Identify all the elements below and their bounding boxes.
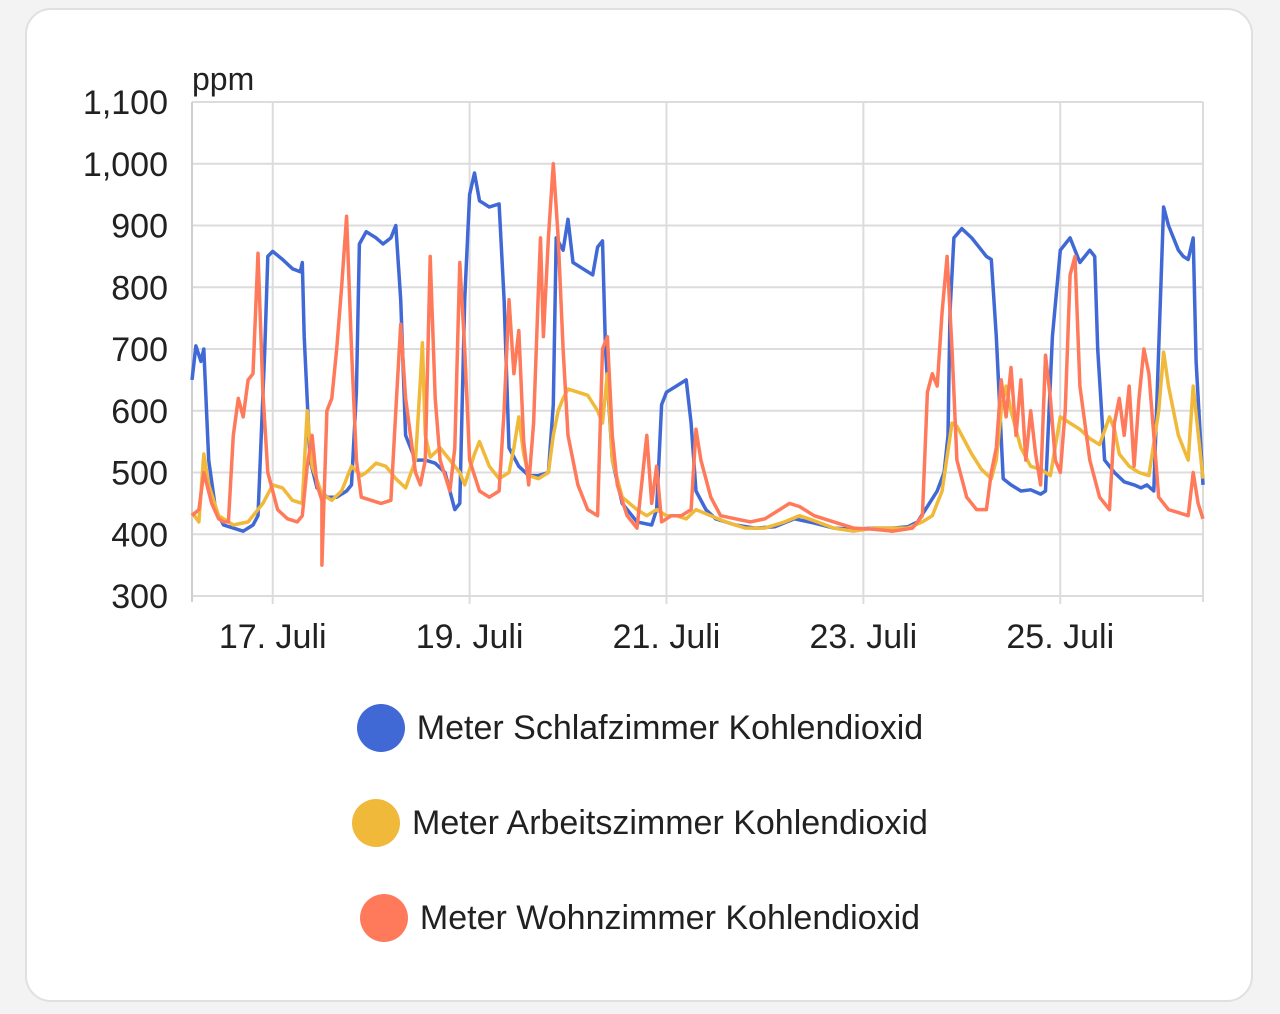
y-tick-label: 600: [111, 393, 168, 431]
y-tick-label: 800: [111, 269, 168, 307]
y-tick-label: 500: [111, 455, 168, 493]
y-tick-label: 400: [111, 516, 168, 554]
y-tick-label: 900: [111, 208, 168, 246]
history-graph: 300 400 500 600 700 800 900 1,000 1,100 17. Juli 1…: [83, 61, 1205, 656]
legend-item-wohnzimmer[interactable]: Meter Wohnzimmer Kohlendioxid: [0, 886, 1280, 950]
series-color-dot: [359, 894, 408, 942]
y-axis-unit: ppm: [192, 61, 254, 97]
x-tick-label: 17. Juli: [219, 618, 327, 656]
series-line-2: [190, 162, 1205, 567]
series-line-0: [190, 171, 1205, 533]
legend-item-arbeitszimmer[interactable]: Meter Arbeitszimmer Kohlendioxid: [0, 791, 1280, 855]
y-tick-label: 1,100: [83, 84, 168, 122]
series-color-dot: [352, 799, 401, 847]
y-tick-label: 700: [111, 331, 168, 369]
x-tick-label: 23. Juli: [810, 618, 918, 656]
legend-label: Meter Arbeitszimmer Kohlendioxid: [412, 803, 928, 842]
series-color-dot: [356, 704, 405, 752]
y-tick-label: 1,000: [83, 146, 168, 184]
x-tick-label: 21. Juli: [613, 618, 721, 656]
x-tick-label: 25. Juli: [1006, 618, 1114, 656]
x-tick-label: 19. Juli: [416, 618, 524, 656]
legend-label: Meter Schlafzimmer Kohlendioxid: [416, 708, 924, 747]
legend-item-schlafzimmer[interactable]: Meter Schlafzimmer Kohlendioxid: [0, 696, 1280, 760]
y-tick-label: 300: [111, 578, 168, 616]
legend-label: Meter Wohnzimmer Kohlendioxid: [419, 898, 921, 937]
legend: Meter Schlafzimmer Kohlendioxid Meter Ar…: [0, 696, 1280, 981]
